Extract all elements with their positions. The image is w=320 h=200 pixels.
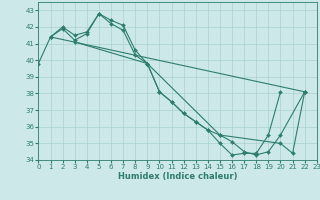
X-axis label: Humidex (Indice chaleur): Humidex (Indice chaleur) bbox=[118, 172, 237, 181]
